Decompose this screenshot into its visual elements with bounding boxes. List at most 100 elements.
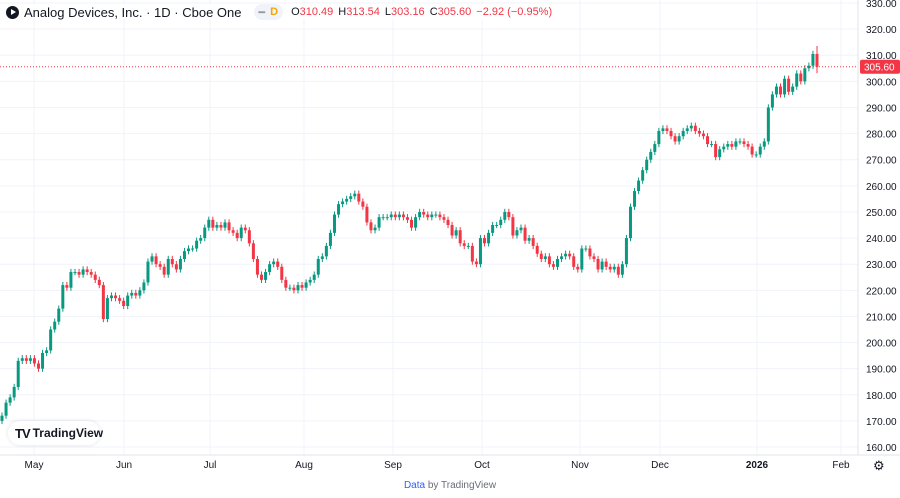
low-value: L303.16 xyxy=(384,6,425,18)
price-tick-label: 210.00 xyxy=(866,312,897,323)
time-tick-label: Sep xyxy=(384,460,402,471)
candle-body xyxy=(187,248,191,252)
candle-body xyxy=(576,266,580,270)
candle-body xyxy=(105,298,109,320)
dash-icon: ━ xyxy=(258,6,266,19)
candle-body xyxy=(572,256,576,267)
candle-body xyxy=(762,141,766,147)
candle-body xyxy=(791,86,795,92)
price-tick-label: 330.00 xyxy=(866,0,897,10)
candle-body xyxy=(515,230,519,236)
candle-body xyxy=(296,285,300,291)
candle-body xyxy=(170,258,174,265)
candle-body xyxy=(85,269,89,273)
price-chart[interactable]: 330.00 320.00 310.00 300.00 290.00 280.00 270.… xyxy=(0,0,900,478)
gear-icon[interactable]: ⚙ xyxy=(873,458,885,473)
candle-body xyxy=(722,146,726,150)
candle-body xyxy=(268,264,272,273)
time-tick-label: Oct xyxy=(474,460,490,471)
candle-body xyxy=(53,321,57,330)
candle-body xyxy=(65,285,69,288)
candle-body xyxy=(199,238,203,241)
candle-body xyxy=(422,211,426,215)
candle-body xyxy=(734,141,738,147)
time-tick-label: Jun xyxy=(116,460,132,471)
price-tick-label: 240.00 xyxy=(866,234,897,245)
candle-body xyxy=(714,144,718,158)
candle-body xyxy=(689,125,693,129)
candle-body xyxy=(126,295,130,306)
candle-body xyxy=(16,360,20,387)
play-icon[interactable] xyxy=(6,5,19,19)
time-tick-label: Dec xyxy=(651,460,669,471)
tradingview-logo[interactable]: TV TradingView xyxy=(8,421,103,445)
candle-body xyxy=(146,261,150,283)
delayed-label: D xyxy=(270,6,279,18)
candle-body xyxy=(397,214,401,218)
candle-body xyxy=(620,264,624,275)
candle-body xyxy=(182,251,186,259)
candle-body xyxy=(616,266,620,275)
candle-body xyxy=(799,73,803,82)
close-value: C305.60 xyxy=(429,6,472,18)
candle-body xyxy=(527,238,531,241)
candle-body xyxy=(681,130,685,137)
price-tick-label: 320.00 xyxy=(866,25,897,36)
candle-body xyxy=(434,214,438,216)
candle-body xyxy=(101,285,105,320)
time-tick-label: 2026 xyxy=(746,460,769,471)
candle-body xyxy=(430,214,434,218)
price-tick-label: 190.00 xyxy=(866,365,897,376)
candle-body xyxy=(195,240,199,249)
candle-body xyxy=(718,149,722,158)
candle-body xyxy=(130,292,134,296)
candle-body xyxy=(637,180,641,192)
price-tick-label: 280.00 xyxy=(866,130,897,141)
data-link[interactable]: Data xyxy=(403,480,426,491)
candle-body xyxy=(361,201,365,207)
candle-body xyxy=(332,214,336,233)
candle-body xyxy=(239,227,243,239)
candle-body xyxy=(438,214,442,218)
candle-body xyxy=(316,258,320,275)
candle-body xyxy=(373,227,377,231)
candle-body xyxy=(308,279,312,283)
candle-body xyxy=(162,266,166,275)
candle-body xyxy=(45,350,49,354)
candle-body xyxy=(746,144,750,147)
time-tick-label: Jul xyxy=(204,460,217,471)
candle-body xyxy=(641,170,645,181)
candle-body xyxy=(292,287,296,291)
candle-body xyxy=(442,217,446,220)
candle-body xyxy=(604,261,608,267)
candle-body xyxy=(584,248,588,250)
price-tick-label: 270.00 xyxy=(866,156,897,167)
candle-body xyxy=(730,144,734,147)
candle-body xyxy=(158,264,162,267)
candle-body xyxy=(377,217,381,228)
candle-body xyxy=(219,225,223,228)
candle-body xyxy=(560,256,564,259)
candle-body xyxy=(276,261,280,267)
candle-body xyxy=(491,225,495,233)
price-tick-label: 220.00 xyxy=(866,286,897,297)
candle-body xyxy=(770,94,774,108)
candle-body xyxy=(661,128,665,131)
candle-body xyxy=(393,214,397,218)
candle-body xyxy=(349,196,353,199)
candle-body xyxy=(61,285,65,309)
candle-body xyxy=(633,191,637,207)
candle-body xyxy=(495,225,499,227)
candle-body xyxy=(264,272,268,280)
candle-body xyxy=(138,290,142,296)
candle-body xyxy=(795,73,799,87)
candle-body xyxy=(539,253,543,259)
candle-body xyxy=(247,230,251,244)
candle-body xyxy=(312,274,316,280)
candle-body xyxy=(260,274,264,280)
market-status-badge[interactable]: ━ D xyxy=(253,4,284,20)
candle-body xyxy=(726,144,730,147)
candle-body xyxy=(535,245,539,254)
candle-body xyxy=(697,130,701,134)
candle-body xyxy=(738,141,742,143)
